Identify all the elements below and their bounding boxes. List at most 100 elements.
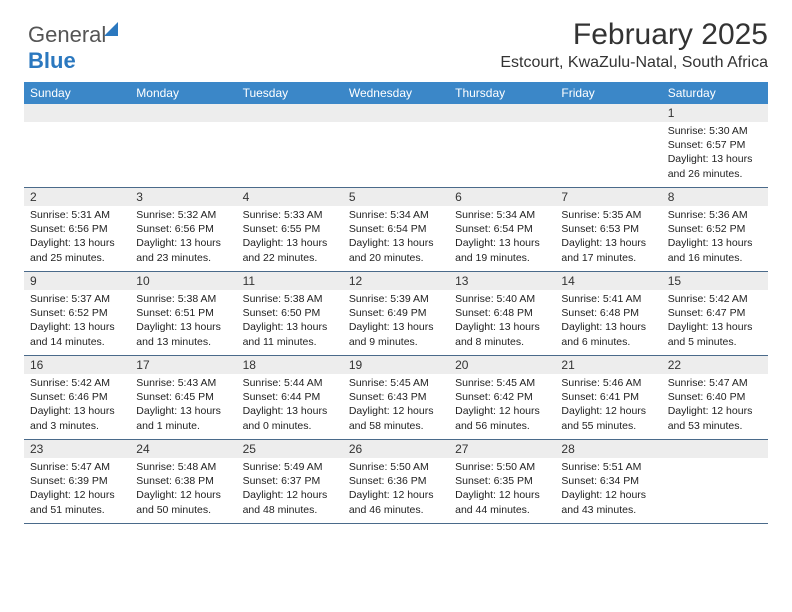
day-number-cell: 11	[237, 272, 343, 290]
day-number-cell: 19	[343, 356, 449, 374]
day-info-cell: Sunrise: 5:31 AMSunset: 6:56 PMDaylight:…	[24, 206, 130, 272]
day-info-cell: Sunrise: 5:37 AMSunset: 6:52 PMDaylight:…	[24, 290, 130, 356]
logo-part1: General	[28, 22, 106, 47]
day-number-cell: 28	[555, 440, 661, 458]
logo-triangle-icon	[104, 22, 118, 36]
day-number-cell	[449, 104, 555, 122]
day-info: Sunrise: 5:50 AMSunset: 6:36 PMDaylight:…	[349, 460, 443, 517]
day-info-cell: Sunrise: 5:35 AMSunset: 6:53 PMDaylight:…	[555, 206, 661, 272]
day-info-cell: Sunrise: 5:38 AMSunset: 6:50 PMDaylight:…	[237, 290, 343, 356]
day-info-cell: Sunrise: 5:51 AMSunset: 6:34 PMDaylight:…	[555, 458, 661, 524]
day-info: Sunrise: 5:35 AMSunset: 6:53 PMDaylight:…	[561, 208, 655, 265]
day-info-cell: Sunrise: 5:33 AMSunset: 6:55 PMDaylight:…	[237, 206, 343, 272]
day-info-cell	[237, 122, 343, 188]
day-number-cell: 5	[343, 188, 449, 206]
day-info-cell	[24, 122, 130, 188]
day-info: Sunrise: 5:43 AMSunset: 6:45 PMDaylight:…	[136, 376, 230, 433]
day-number-cell: 18	[237, 356, 343, 374]
day-info: Sunrise: 5:30 AMSunset: 6:57 PMDaylight:…	[668, 124, 762, 181]
day-number-cell: 15	[662, 272, 768, 290]
day-info-cell: Sunrise: 5:50 AMSunset: 6:35 PMDaylight:…	[449, 458, 555, 524]
day-number-cell: 13	[449, 272, 555, 290]
day-header: Saturday	[662, 82, 768, 104]
day-number-cell: 4	[237, 188, 343, 206]
day-number-cell: 27	[449, 440, 555, 458]
day-info-cell: Sunrise: 5:45 AMSunset: 6:43 PMDaylight:…	[343, 374, 449, 440]
day-info: Sunrise: 5:48 AMSunset: 6:38 PMDaylight:…	[136, 460, 230, 517]
day-info-cell: Sunrise: 5:34 AMSunset: 6:54 PMDaylight:…	[449, 206, 555, 272]
day-info: Sunrise: 5:36 AMSunset: 6:52 PMDaylight:…	[668, 208, 762, 265]
day-info: Sunrise: 5:40 AMSunset: 6:48 PMDaylight:…	[455, 292, 549, 349]
logo-part2: Blue	[28, 48, 76, 73]
day-info-cell: Sunrise: 5:32 AMSunset: 6:56 PMDaylight:…	[130, 206, 236, 272]
day-number-cell: 8	[662, 188, 768, 206]
day-number-cell: 6	[449, 188, 555, 206]
day-number-cell: 12	[343, 272, 449, 290]
day-info-row: Sunrise: 5:30 AMSunset: 6:57 PMDaylight:…	[24, 122, 768, 188]
header: February 2025 Estcourt, KwaZulu-Natal, S…	[24, 18, 768, 72]
day-number-cell: 1	[662, 104, 768, 122]
day-info-cell: Sunrise: 5:44 AMSunset: 6:44 PMDaylight:…	[237, 374, 343, 440]
location: Estcourt, KwaZulu-Natal, South Africa	[24, 54, 768, 72]
day-info-cell: Sunrise: 5:40 AMSunset: 6:48 PMDaylight:…	[449, 290, 555, 356]
day-number-cell: 21	[555, 356, 661, 374]
day-info: Sunrise: 5:42 AMSunset: 6:46 PMDaylight:…	[30, 376, 124, 433]
day-number-cell	[662, 440, 768, 458]
day-header: Wednesday	[343, 82, 449, 104]
day-number-row: 16171819202122	[24, 356, 768, 374]
day-number-cell: 26	[343, 440, 449, 458]
day-number-cell	[130, 104, 236, 122]
day-info-cell: Sunrise: 5:45 AMSunset: 6:42 PMDaylight:…	[449, 374, 555, 440]
day-header: Tuesday	[237, 82, 343, 104]
day-info: Sunrise: 5:50 AMSunset: 6:35 PMDaylight:…	[455, 460, 549, 517]
day-info-cell: Sunrise: 5:49 AMSunset: 6:37 PMDaylight:…	[237, 458, 343, 524]
day-info-cell: Sunrise: 5:47 AMSunset: 6:40 PMDaylight:…	[662, 374, 768, 440]
day-number-cell: 14	[555, 272, 661, 290]
day-info-cell: Sunrise: 5:43 AMSunset: 6:45 PMDaylight:…	[130, 374, 236, 440]
day-number-cell: 22	[662, 356, 768, 374]
day-header: Friday	[555, 82, 661, 104]
day-info: Sunrise: 5:49 AMSunset: 6:37 PMDaylight:…	[243, 460, 337, 517]
page-title: February 2025	[24, 18, 768, 52]
day-number-cell	[237, 104, 343, 122]
day-number-cell: 3	[130, 188, 236, 206]
day-info-cell: Sunrise: 5:42 AMSunset: 6:47 PMDaylight:…	[662, 290, 768, 356]
day-info-cell: Sunrise: 5:36 AMSunset: 6:52 PMDaylight:…	[662, 206, 768, 272]
day-info: Sunrise: 5:31 AMSunset: 6:56 PMDaylight:…	[30, 208, 124, 265]
day-header: Sunday	[24, 82, 130, 104]
day-header: Monday	[130, 82, 236, 104]
day-number-cell: 25	[237, 440, 343, 458]
day-info-cell: Sunrise: 5:39 AMSunset: 6:49 PMDaylight:…	[343, 290, 449, 356]
day-info-row: Sunrise: 5:31 AMSunset: 6:56 PMDaylight:…	[24, 206, 768, 272]
day-info: Sunrise: 5:33 AMSunset: 6:55 PMDaylight:…	[243, 208, 337, 265]
day-info: Sunrise: 5:38 AMSunset: 6:50 PMDaylight:…	[243, 292, 337, 349]
day-info-row: Sunrise: 5:37 AMSunset: 6:52 PMDaylight:…	[24, 290, 768, 356]
day-number-row: 9101112131415	[24, 272, 768, 290]
day-number-cell: 2	[24, 188, 130, 206]
day-info-cell	[555, 122, 661, 188]
day-info: Sunrise: 5:45 AMSunset: 6:43 PMDaylight:…	[349, 376, 443, 433]
day-info: Sunrise: 5:47 AMSunset: 6:40 PMDaylight:…	[668, 376, 762, 433]
day-info-cell: Sunrise: 5:30 AMSunset: 6:57 PMDaylight:…	[662, 122, 768, 188]
day-number-row: 232425262728	[24, 440, 768, 458]
day-number-cell: 23	[24, 440, 130, 458]
day-info-cell: Sunrise: 5:48 AMSunset: 6:38 PMDaylight:…	[130, 458, 236, 524]
day-info: Sunrise: 5:41 AMSunset: 6:48 PMDaylight:…	[561, 292, 655, 349]
day-info: Sunrise: 5:34 AMSunset: 6:54 PMDaylight:…	[349, 208, 443, 265]
day-info: Sunrise: 5:42 AMSunset: 6:47 PMDaylight:…	[668, 292, 762, 349]
day-info: Sunrise: 5:39 AMSunset: 6:49 PMDaylight:…	[349, 292, 443, 349]
day-info: Sunrise: 5:51 AMSunset: 6:34 PMDaylight:…	[561, 460, 655, 517]
day-number-cell: 7	[555, 188, 661, 206]
day-info: Sunrise: 5:44 AMSunset: 6:44 PMDaylight:…	[243, 376, 337, 433]
day-info-cell: Sunrise: 5:34 AMSunset: 6:54 PMDaylight:…	[343, 206, 449, 272]
day-header: Thursday	[449, 82, 555, 104]
day-info-cell: Sunrise: 5:46 AMSunset: 6:41 PMDaylight:…	[555, 374, 661, 440]
day-number-cell: 16	[24, 356, 130, 374]
day-info: Sunrise: 5:38 AMSunset: 6:51 PMDaylight:…	[136, 292, 230, 349]
day-number-cell: 9	[24, 272, 130, 290]
day-info-cell	[662, 458, 768, 524]
day-info-cell: Sunrise: 5:50 AMSunset: 6:36 PMDaylight:…	[343, 458, 449, 524]
day-info-cell	[449, 122, 555, 188]
day-info: Sunrise: 5:34 AMSunset: 6:54 PMDaylight:…	[455, 208, 549, 265]
day-info-cell: Sunrise: 5:38 AMSunset: 6:51 PMDaylight:…	[130, 290, 236, 356]
